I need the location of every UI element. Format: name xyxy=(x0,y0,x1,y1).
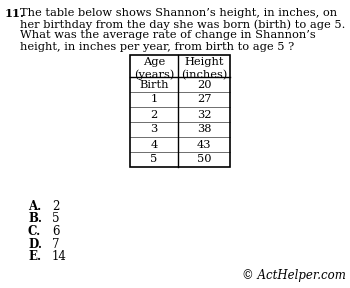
Text: 11.: 11. xyxy=(5,8,25,19)
Text: © ActHelper.com: © ActHelper.com xyxy=(242,269,346,282)
Text: B.: B. xyxy=(28,213,42,226)
Text: 20: 20 xyxy=(197,79,211,90)
Text: D.: D. xyxy=(28,238,42,251)
Text: height, in inches per year, from birth to age 5 ?: height, in inches per year, from birth t… xyxy=(20,41,294,52)
Text: her birthday from the day she was born (birth) to age 5.: her birthday from the day she was born (… xyxy=(20,19,345,30)
Text: 32: 32 xyxy=(197,109,211,120)
Text: What was the average rate of change in Shannon’s: What was the average rate of change in S… xyxy=(20,31,316,40)
Text: A.: A. xyxy=(28,200,41,213)
Text: 6: 6 xyxy=(52,225,60,238)
Text: 14: 14 xyxy=(52,250,67,263)
Bar xyxy=(130,55,230,167)
Text: Birth: Birth xyxy=(139,79,169,90)
Text: 38: 38 xyxy=(197,124,211,134)
Text: 27: 27 xyxy=(197,94,211,105)
Text: 7: 7 xyxy=(52,238,60,251)
Text: 50: 50 xyxy=(197,154,211,164)
Text: 2: 2 xyxy=(52,200,60,213)
Text: The table below shows Shannon’s height, in inches, on: The table below shows Shannon’s height, … xyxy=(20,8,337,18)
Text: 43: 43 xyxy=(197,139,211,149)
Text: 3: 3 xyxy=(150,124,158,134)
Text: 5: 5 xyxy=(52,213,60,226)
Text: 1: 1 xyxy=(150,94,158,105)
Text: C.: C. xyxy=(28,225,41,238)
Text: 2: 2 xyxy=(150,109,158,120)
Text: E.: E. xyxy=(28,250,41,263)
Text: 5: 5 xyxy=(150,154,158,164)
Text: 4: 4 xyxy=(150,139,158,149)
Text: Age
(years): Age (years) xyxy=(134,57,174,80)
Text: Height
(inches): Height (inches) xyxy=(181,57,227,80)
